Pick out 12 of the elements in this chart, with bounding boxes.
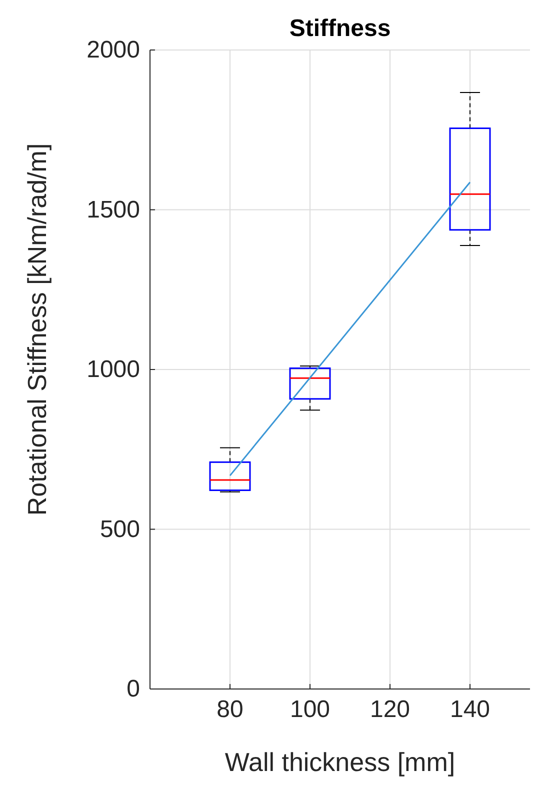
y-tick-label: 1500 bbox=[86, 196, 140, 224]
chart-title: Stiffness bbox=[289, 15, 391, 42]
y-tick-label: 0 bbox=[126, 676, 140, 702]
x-tick-label: 100 bbox=[290, 696, 330, 723]
y-tick-label: 1000 bbox=[86, 356, 140, 383]
x-tick-label: 80 bbox=[216, 696, 244, 723]
y-axis-title: Rotational Stiffness [kNm/rad/m] bbox=[22, 143, 52, 516]
x-tick-label: 120 bbox=[370, 696, 410, 723]
y-tick-label: 2000 bbox=[86, 36, 140, 64]
y-tick-label: 500 bbox=[100, 516, 140, 543]
x-axis-title: Wall thickness [mm] bbox=[224, 747, 456, 777]
x-tick-label: 140 bbox=[450, 696, 490, 723]
